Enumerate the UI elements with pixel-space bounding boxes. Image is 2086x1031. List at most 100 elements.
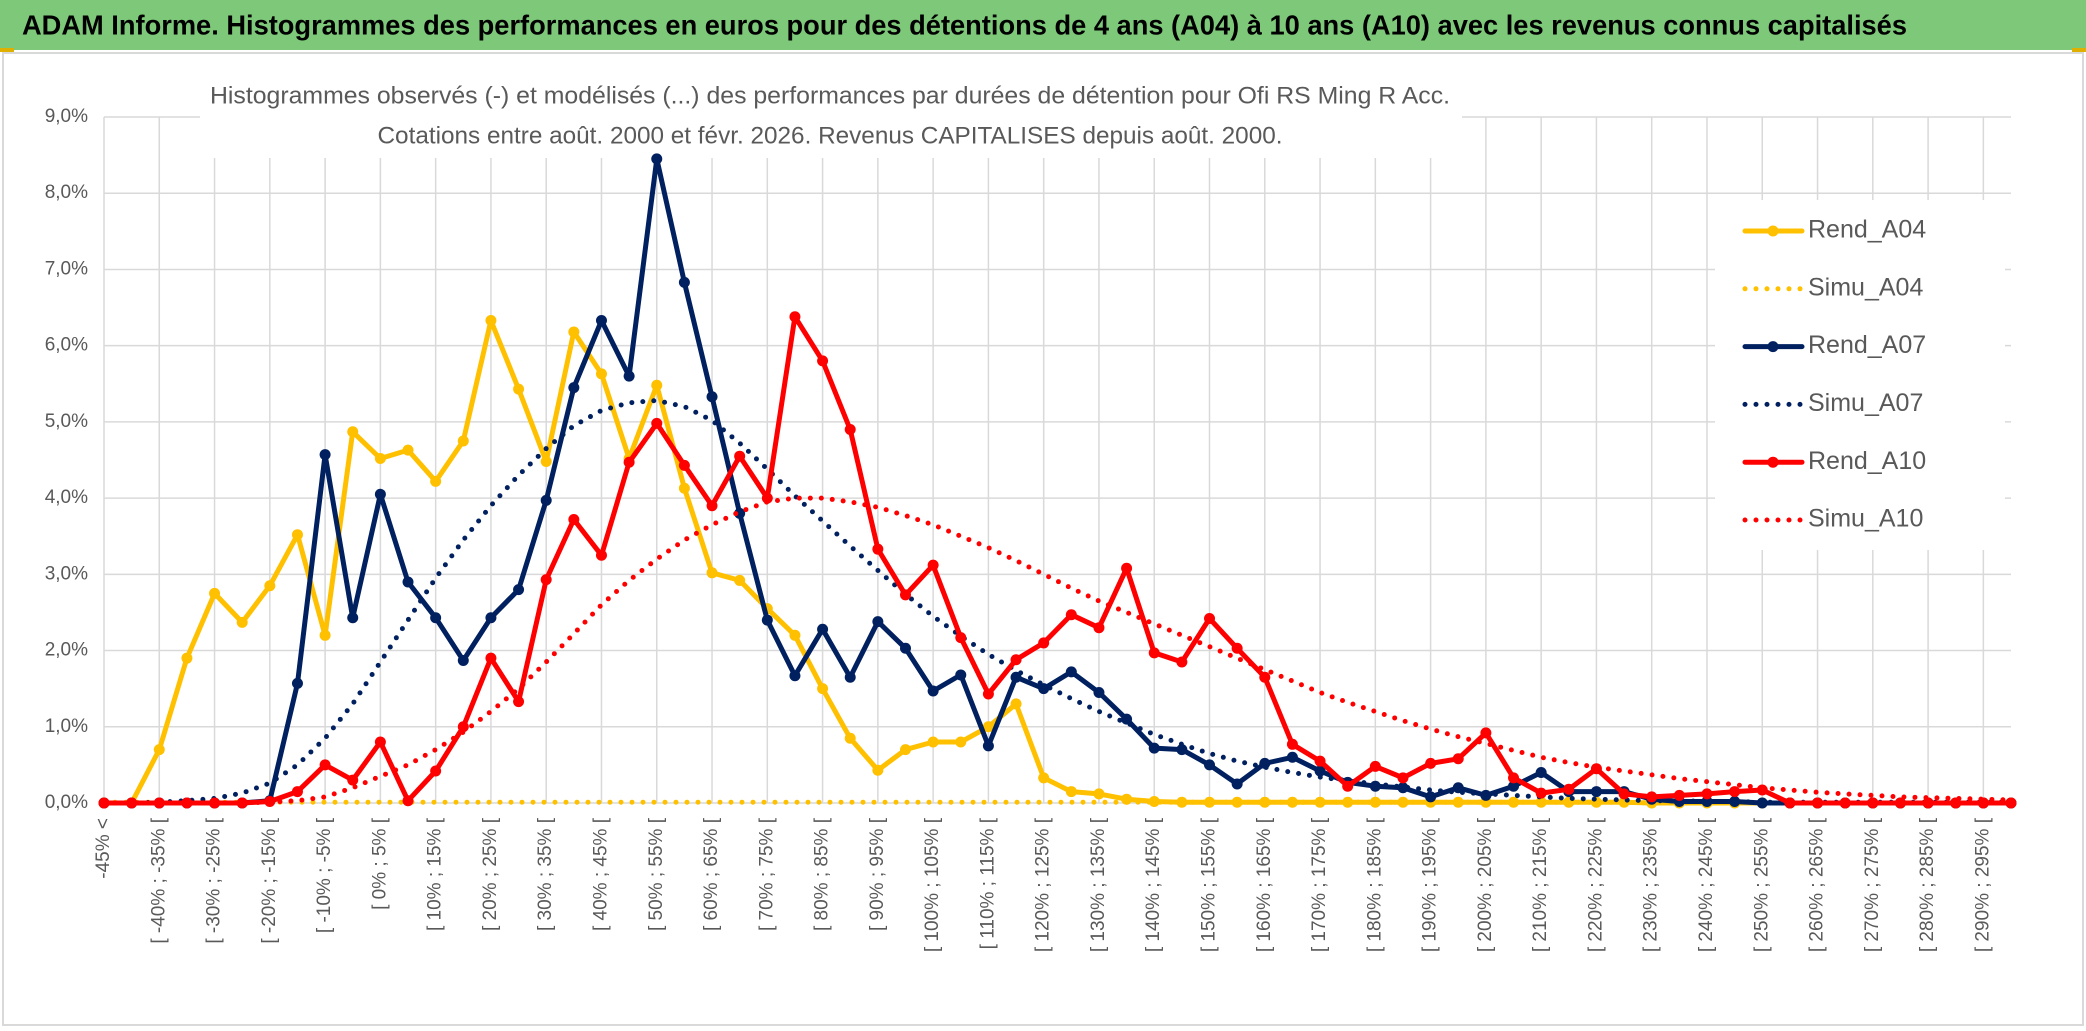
series-marker: [1784, 797, 1796, 809]
series-marker: [319, 629, 331, 641]
x-tick-label: [ 290% ; 295% [: [1972, 817, 1993, 952]
series-marker: [209, 587, 221, 599]
series-marker: [1397, 782, 1409, 794]
series-marker: [899, 642, 911, 654]
series-marker: [1093, 788, 1105, 800]
series-marker: [181, 652, 193, 664]
series-marker: [1480, 727, 1492, 739]
series-marker: [1508, 780, 1520, 792]
series-marker: [1176, 656, 1188, 668]
legend-label: Rend_A04: [1808, 216, 1926, 244]
series-marker: [1369, 760, 1381, 772]
series-marker: [1701, 788, 1713, 800]
x-tick-label: [ 250% ; 255% [: [1751, 817, 1772, 952]
series-marker: [595, 549, 607, 561]
series-marker: [1397, 772, 1409, 784]
y-tick-label: 1,0%: [45, 716, 88, 737]
header-bar: [0, 0, 2086, 50]
series-marker: [651, 417, 663, 429]
series-marker: [1231, 642, 1243, 654]
series-marker: [844, 671, 856, 683]
series-marker: [485, 652, 497, 664]
legend-label: Simu_A04: [1808, 273, 1923, 301]
series-marker: [927, 685, 939, 697]
series-marker: [872, 616, 884, 628]
series-marker: [927, 736, 939, 748]
series-marker: [678, 276, 690, 288]
y-tick-label: 3,0%: [45, 563, 88, 584]
series-marker: [430, 765, 442, 777]
series-marker: [181, 797, 193, 809]
series-marker: [1148, 742, 1160, 754]
y-tick-label: 8,0%: [45, 182, 88, 203]
series-marker: [291, 677, 303, 689]
x-tick-label: [ 240% ; 245% [: [1696, 817, 1717, 952]
series-marker: [734, 507, 746, 519]
legend: Rend_A04 Simu_A04 Rend_A07 Simu_A07 Rend_A10…: [1742, 216, 1926, 533]
x-tick-label: [ 260% ; 265% [: [1807, 817, 1828, 952]
series-line: [101, 398, 2014, 806]
x-tick-label: [ 190% ; 195% [: [1420, 817, 1441, 952]
series-marker: [319, 449, 331, 461]
series-marker: [982, 740, 994, 752]
series-marker: [430, 475, 442, 487]
series-marker: [595, 368, 607, 380]
series-marker: [706, 500, 718, 512]
series-marker: [789, 670, 801, 682]
series-marker: [1452, 753, 1464, 765]
legend-label: Simu_A10: [1808, 505, 1923, 533]
series-marker: [1701, 795, 1713, 807]
series-marker: [1231, 778, 1243, 790]
x-tick-label: [ 110% ; 115% [: [977, 817, 998, 949]
series-marker: [1259, 671, 1271, 683]
series-marker: [347, 612, 359, 624]
series-marker: [706, 567, 718, 579]
x-tick-label: [ 170% ; 175% [: [1309, 817, 1330, 952]
chart-title: Histogrammes observés (-) et modélisés (…: [210, 82, 1450, 109]
series-marker: [678, 482, 690, 494]
corner-mark: [2072, 48, 2086, 52]
series-marker: [1314, 796, 1326, 808]
series-marker: [1286, 751, 1298, 763]
series-marker: [1618, 788, 1630, 800]
series-marker: [374, 488, 386, 500]
series-marker: [291, 786, 303, 798]
series-marker: [789, 311, 801, 323]
series-marker: [291, 529, 303, 541]
series-marker: [817, 355, 829, 367]
x-tick-label: [ 20% ; 25% [: [480, 817, 501, 931]
series-marker: [1729, 795, 1741, 807]
series-marker: [899, 744, 911, 756]
series-marker: [623, 456, 635, 468]
series-marker: [1148, 795, 1160, 807]
legend-marker: [1767, 456, 1779, 468]
x-tick-label: [ 150% ; 155% [: [1199, 817, 1220, 952]
x-tick-label: [ 280% ; 285% [: [1917, 817, 1938, 952]
legend-label: Rend_A10: [1808, 447, 1926, 475]
series-marker: [1204, 796, 1216, 808]
series-marker: [927, 559, 939, 571]
series-marker: [1922, 797, 1934, 809]
series-marker: [1673, 789, 1685, 801]
series-marker: [734, 574, 746, 586]
x-tick-label: [ 120% ; 125% [: [1033, 817, 1054, 952]
series-marker: [457, 654, 469, 666]
y-tick-label: 6,0%: [45, 335, 88, 356]
series-marker: [1646, 791, 1658, 803]
x-tick-label: [ 210% ; 215% [: [1530, 817, 1551, 952]
series-marker: [623, 370, 635, 382]
series-marker: [872, 764, 884, 776]
series-marker: [595, 315, 607, 327]
series-marker: [1121, 713, 1133, 725]
series-marker: [236, 797, 248, 809]
series-marker: [1342, 780, 1354, 792]
series-marker: [1093, 686, 1105, 698]
series-marker: [513, 696, 525, 708]
x-tick-label: [ -30% ; -25% [: [204, 817, 225, 943]
plot: [98, 153, 2017, 809]
series-marker: [1535, 796, 1547, 808]
series-marker: [1148, 647, 1160, 659]
x-tick-label: [ -10% ; -5% [: [314, 817, 335, 933]
series-marker: [540, 574, 552, 586]
series-marker: [264, 580, 276, 592]
